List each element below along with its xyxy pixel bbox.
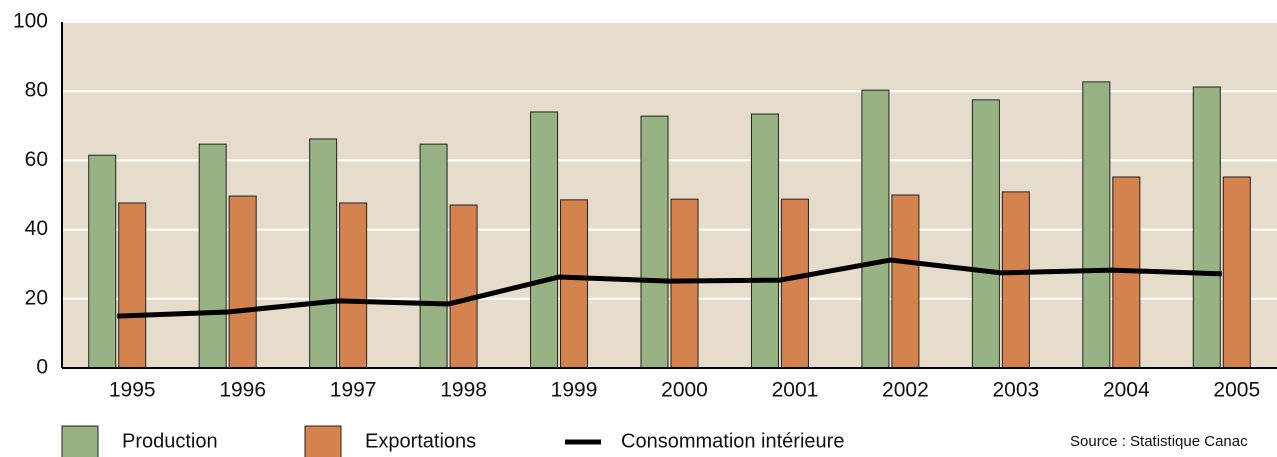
legend-swatch [304,425,342,457]
bar [560,199,589,369]
bar [449,204,478,369]
legend-swatch [61,425,99,457]
y-tick-label: 0 [36,356,48,379]
bar [1192,86,1221,369]
x-tick-label: 2005 [1213,379,1260,402]
bar [118,202,147,369]
bar [419,143,448,369]
y-tick-label: 40 [25,217,48,240]
line [117,257,1222,319]
x-tick-label: 1998 [440,379,487,402]
bar [1222,176,1251,369]
bar [861,89,890,369]
x-tick-label: 2000 [661,379,708,402]
bar [198,143,227,369]
x-tick-label: 2001 [772,379,819,402]
x-tick-label: 1997 [330,379,377,402]
x-tick-label: 1996 [219,379,266,402]
bar [339,202,368,369]
x-tick-label: 1999 [551,379,598,402]
x-tick-label: 2003 [993,379,1040,402]
source: Source : Statistique Canac [1070,433,1248,450]
x-tick-label: 2004 [1103,379,1150,402]
y-tick-label: 100 [13,10,48,33]
bar [88,154,117,369]
bar [228,195,257,369]
bar [640,115,669,369]
bar [309,138,338,369]
bar [780,198,809,369]
y-tick-label: 60 [25,148,48,171]
x-tick-label: 2002 [882,379,929,402]
bar [891,194,920,369]
x-tick-label: 1995 [109,379,156,402]
legend-label: Consommation intérieure [621,430,844,452]
legend-label: Exportations [365,430,476,452]
bar [750,113,779,369]
bar [971,99,1000,369]
bar [1082,81,1111,369]
legend-label: Production [122,430,218,452]
y-tick-label: 80 [25,79,48,102]
bar [1001,191,1030,369]
bar [530,111,559,369]
y-tick-label: 20 [25,286,48,309]
